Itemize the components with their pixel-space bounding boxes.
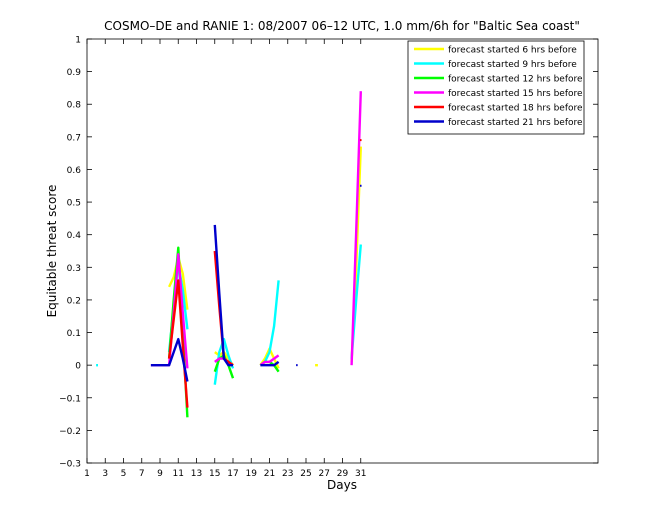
y-tick-label: 0.7 <box>67 133 81 143</box>
y-tick-label: −0.1 <box>59 394 81 404</box>
y-tick-label: 0.6 <box>67 166 82 176</box>
y-tick-label: 0.8 <box>67 101 82 111</box>
series-6-segment <box>260 360 280 367</box>
x-tick-label: 27 <box>319 469 330 479</box>
legend: forecast started 6 hrs before forecast st… <box>407 40 585 135</box>
chart-title: COSMO–DE and RANIE 1: 08/2007 06–12 UTC,… <box>104 19 580 33</box>
x-tick-label: 21 <box>264 469 275 479</box>
y-axis-label: Equitable threat score <box>45 185 59 318</box>
legend-label: forecast started 9 hrs before <box>448 60 577 70</box>
legend-label: forecast started 12 hrs before <box>448 75 583 85</box>
x-tick-label: 1 <box>84 469 90 479</box>
y-tick-label: −0.3 <box>59 460 81 470</box>
x-tick-label: 23 <box>282 469 293 479</box>
legend-label: forecast started 18 hrs before <box>448 104 583 114</box>
legend-label: forecast started 6 hrs before <box>448 46 577 56</box>
y-tick-label: 0.3 <box>67 264 81 274</box>
legend-label: forecast started 15 hrs before <box>448 89 583 99</box>
x-tick-label: 9 <box>157 469 163 479</box>
y-tick-label: 0.4 <box>67 231 82 241</box>
series-6 <box>150 184 362 382</box>
x-tick-label: 13 <box>191 469 202 479</box>
axes-ticks: −0.3 −0.2 −0.1 0 0.1 0.2 0.3 0.4 0.5 0.6 0.7 0.8 0.9… <box>59 36 598 479</box>
x-tick-label: 17 <box>227 469 238 479</box>
x-tick-label: 5 <box>121 469 127 479</box>
y-tick-label: 0.5 <box>67 199 81 209</box>
y-tick-label: 0.2 <box>67 296 81 306</box>
x-axis-label: Days <box>327 478 357 492</box>
y-tick-label: 0.1 <box>67 329 81 339</box>
x-tick-label: 11 <box>173 469 184 479</box>
plot-area <box>96 91 362 418</box>
x-tick-label: 25 <box>300 469 311 479</box>
x-tick-label: 29 <box>337 469 349 479</box>
legend-box <box>407 40 585 135</box>
series-4-segment <box>350 91 362 366</box>
series-4-segment <box>259 354 280 367</box>
x-tick-label: 15 <box>209 469 220 479</box>
y-tick-label: −0.2 <box>59 427 81 437</box>
x-tick-label: 19 <box>246 469 258 479</box>
x-tick-label: 3 <box>102 469 108 479</box>
y-tick-label: 1 <box>75 36 81 46</box>
series-6-segment <box>150 337 189 382</box>
y-tick-label: 0 <box>75 362 81 372</box>
series-6-segment <box>213 224 233 367</box>
x-tick-label: 7 <box>139 469 145 479</box>
y-tick-label: 0.9 <box>67 68 82 78</box>
legend-label: forecast started 21 hrs before <box>448 118 583 128</box>
x-tick-label: 31 <box>355 469 366 479</box>
